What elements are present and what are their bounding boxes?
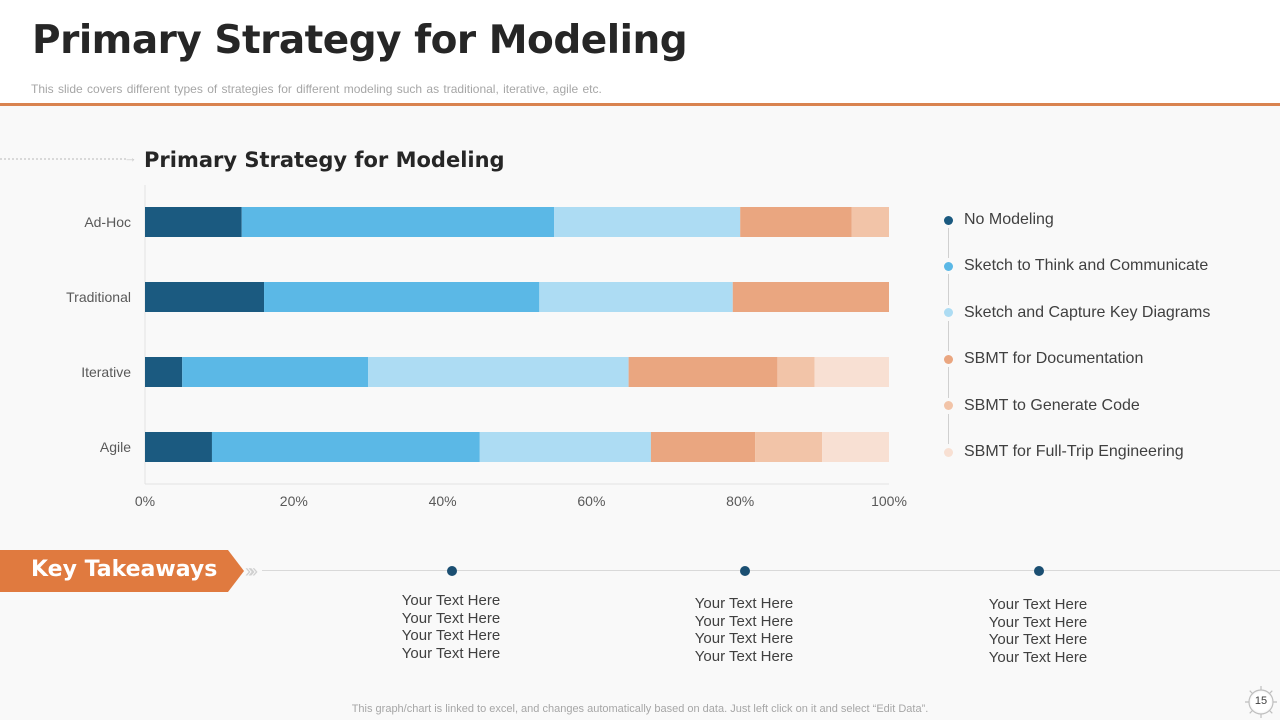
legend-swatch	[944, 215, 953, 225]
arrow-right-icon: →	[124, 150, 137, 165]
bar-segment[interactable]	[628, 357, 778, 387]
bar-segment[interactable]	[241, 207, 555, 237]
timeline-dot	[447, 566, 457, 576]
takeaway-text: Your Text Here	[401, 592, 501, 609]
legend-label: Sketch to Think and Communicate	[964, 257, 1209, 275]
y-tick-label: Traditional	[66, 289, 131, 305]
key-takeaways-title: Key Takeaways	[31, 557, 218, 582]
legend-item[interactable]: SBMT for Documentation	[940, 347, 1143, 371]
x-tick-label: 40%	[429, 493, 457, 509]
bar-segment[interactable]	[264, 282, 540, 312]
legend-item[interactable]: SBMT for Full-Trip Engineering	[940, 440, 1184, 464]
legend-item[interactable]: Sketch to Think and Communicate	[940, 254, 1208, 278]
legend-label: Sketch and Capture Key Diagrams	[964, 303, 1211, 321]
takeaways-timeline	[262, 570, 1280, 571]
x-tick-label: 20%	[280, 493, 308, 509]
takeaway-text: Your Text Here	[694, 595, 794, 612]
bar-segment[interactable]	[368, 357, 629, 387]
legend-label: SBMT for Full-Trip Engineering	[964, 443, 1184, 460]
takeaway-text: Your Text Here	[988, 596, 1088, 613]
takeaway-column-2[interactable]: Your Text Here Your Text Here Your Text …	[664, 595, 824, 665]
gear-icon	[1245, 686, 1277, 718]
y-tick-label: Agile	[100, 439, 131, 455]
legend-swatch	[944, 401, 953, 411]
legend-connector	[948, 413, 949, 444]
legend-connector	[948, 274, 949, 305]
takeaway-text: Your Text Here	[988, 613, 1088, 631]
bar-segment[interactable]	[145, 282, 265, 312]
bar-segment[interactable]	[479, 432, 651, 462]
bar-segment[interactable]	[822, 432, 889, 462]
page-title: Primary Strategy for Modeling	[32, 18, 688, 63]
chart-legend[interactable]: No Modeling Sketch to Think and Communica…	[940, 208, 1240, 468]
legend-label: No Modeling	[964, 211, 1054, 228]
header-divider	[0, 103, 1280, 106]
key-takeaways-banner	[0, 550, 244, 592]
takeaway-text: Your Text Here	[694, 630, 794, 647]
footer-note: This graph/chart is linked to excel, and…	[351, 703, 929, 715]
takeaway-text: Your Text Here	[988, 631, 1088, 648]
page-subtitle: This slide covers different types of str…	[31, 82, 602, 96]
legend-item[interactable]: Sketch and Capture Key Diagrams	[940, 301, 1210, 325]
slide-header: Primary Strategy for Modeling This slide…	[0, 0, 1280, 104]
legend-swatch	[944, 447, 953, 457]
legend-label: SBMT to Generate Code	[964, 396, 1140, 414]
bar-segment[interactable]	[740, 207, 852, 237]
takeaway-text: Your Text Here	[401, 644, 501, 662]
bar-segment[interactable]	[145, 357, 183, 387]
bar-segment[interactable]	[650, 432, 756, 462]
legend-swatch	[944, 354, 953, 364]
bar-segment[interactable]	[851, 207, 889, 237]
legend-connector	[948, 320, 949, 352]
takeaway-column-1[interactable]: Your Text Here Your Text Here Your Text …	[371, 592, 531, 662]
legend-label: SBMT for Documentation	[964, 350, 1144, 368]
page-number: 15	[1254, 695, 1268, 707]
bar-segment[interactable]	[211, 432, 480, 462]
timeline-dot	[1034, 566, 1044, 576]
double-chevron-right-icon: »»	[245, 561, 258, 581]
takeaway-text: Your Text Here	[401, 609, 501, 627]
legend-connector	[948, 228, 949, 259]
bar-segment[interactable]	[145, 432, 212, 462]
legend-item[interactable]: No Modeling	[940, 208, 1054, 232]
bar-segment[interactable]	[755, 432, 823, 462]
takeaway-column-3[interactable]: Your Text Here Your Text Here Your Text …	[958, 596, 1118, 666]
bar-segment[interactable]	[777, 357, 815, 387]
timeline-dot	[740, 566, 750, 576]
x-tick-label: 100%	[871, 493, 907, 509]
takeaway-text: Your Text Here	[401, 627, 501, 644]
bar-segment[interactable]	[539, 282, 733, 312]
legend-item[interactable]: SBMT to Generate Code	[940, 394, 1140, 418]
takeaway-text: Your Text Here	[988, 648, 1088, 666]
legend-connector	[948, 367, 949, 398]
y-tick-label: Iterative	[81, 364, 131, 380]
takeaway-text: Your Text Here	[694, 647, 794, 665]
x-tick-label: 80%	[726, 493, 754, 509]
bar-segment[interactable]	[145, 207, 242, 237]
bar-segment[interactable]	[554, 207, 741, 237]
bar-segment[interactable]	[182, 357, 369, 387]
takeaway-text: Your Text Here	[694, 612, 794, 630]
y-tick-label: Ad-Hoc	[84, 214, 131, 230]
x-tick-label: 60%	[577, 493, 605, 509]
decorative-dotted-line	[0, 158, 126, 162]
bar-segment[interactable]	[814, 357, 889, 387]
legend-swatch	[944, 261, 953, 271]
bar-segment[interactable]	[732, 282, 889, 312]
chart-title[interactable]: Primary Strategy for Modeling	[144, 148, 505, 172]
x-tick-label: 0%	[135, 493, 155, 509]
legend-swatch	[944, 308, 953, 318]
